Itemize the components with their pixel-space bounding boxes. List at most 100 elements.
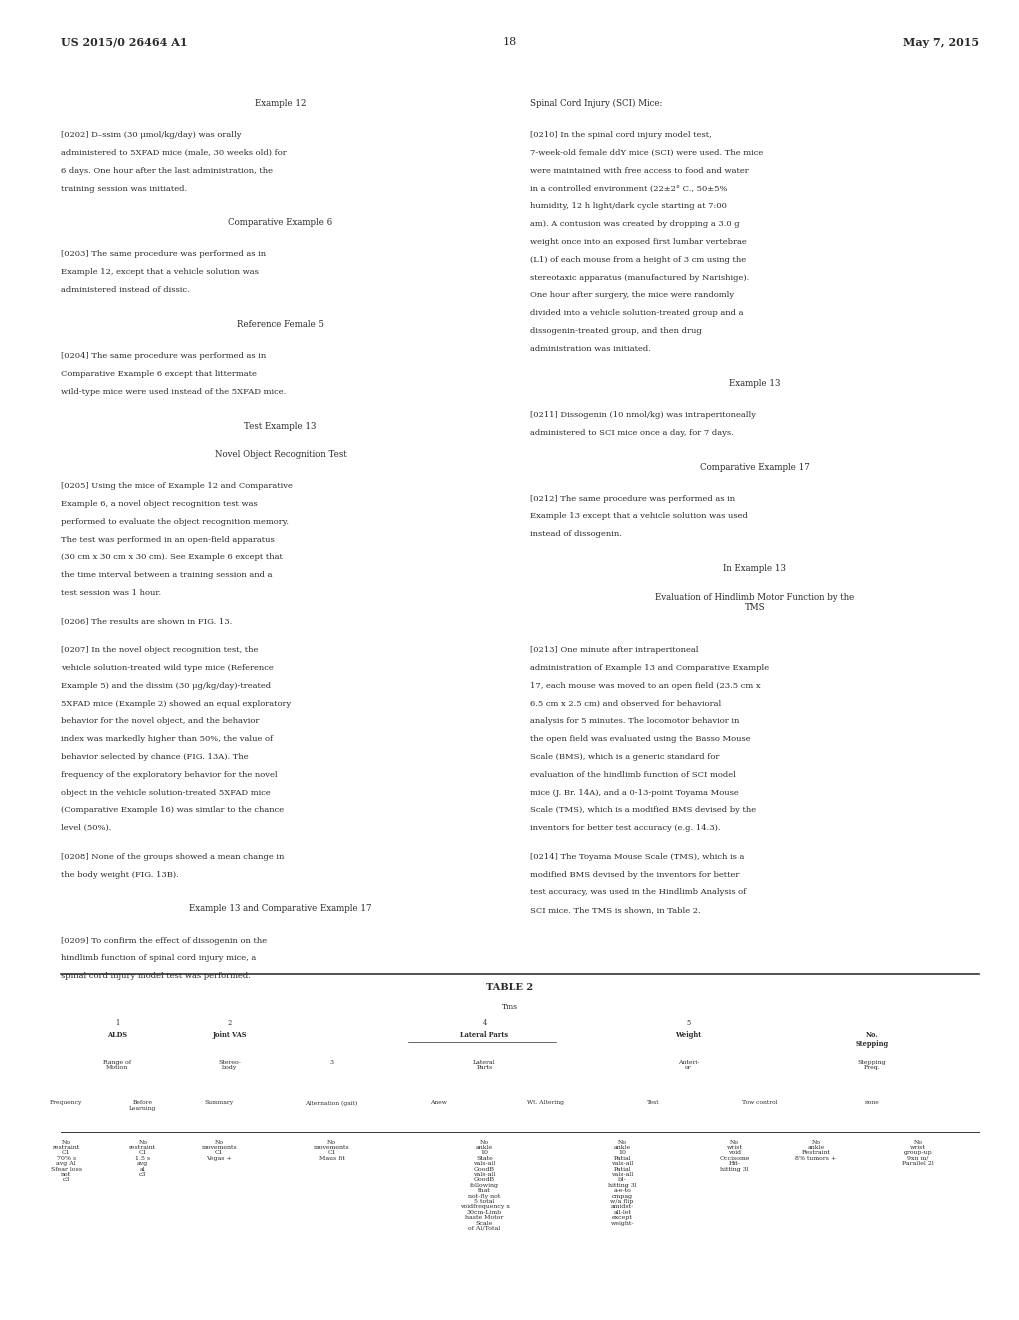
Text: object in the vehicle solution-treated 5XFAD mice: object in the vehicle solution-treated 5… <box>61 788 271 797</box>
Text: evaluation of the hindlimb function of SCI model: evaluation of the hindlimb function of S… <box>530 771 736 779</box>
Text: ALDS: ALDS <box>107 1031 127 1039</box>
Text: Reference Female 5: Reference Female 5 <box>236 319 324 329</box>
Text: [0206] The results are shown in FIG. 13.: [0206] The results are shown in FIG. 13. <box>61 618 232 626</box>
Text: [0214] The Toyama Mouse Scale (TMS), which is a: [0214] The Toyama Mouse Scale (TMS), whi… <box>530 853 744 861</box>
Text: Example 13 except that a vehicle solution was used: Example 13 except that a vehicle solutio… <box>530 512 748 520</box>
Text: Example 5) and the dissim (30 μg/kg/day)-treated: Example 5) and the dissim (30 μg/kg/day)… <box>61 681 271 690</box>
Text: (L1) of each mouse from a height of 3 cm using the: (L1) of each mouse from a height of 3 cm… <box>530 256 746 264</box>
Text: Tms: Tms <box>501 1003 518 1011</box>
Text: No
ankle
10
State
vals-all
GoodB
vals-all
GoodB
following
that
not-fly not
5 tot: No ankle 10 State vals-all GoodB vals-al… <box>460 1139 508 1232</box>
Text: [0205] Using the mice of Example 12 and Comparative: [0205] Using the mice of Example 12 and … <box>61 482 292 490</box>
Text: No
wrist
group-up
9xn m/
Parallel 2l: No wrist group-up 9xn m/ Parallel 2l <box>901 1139 933 1166</box>
Text: wild-type mice were used instead of the 5XFAD mice.: wild-type mice were used instead of the … <box>61 388 286 396</box>
Text: [0203] The same procedure was performed as in: [0203] The same procedure was performed … <box>61 251 266 259</box>
Text: training session was initiated.: training session was initiated. <box>61 185 187 193</box>
Text: Range of
Motion: Range of Motion <box>103 1060 131 1071</box>
Text: frequency of the exploratory behavior for the novel: frequency of the exploratory behavior fo… <box>61 771 277 779</box>
Text: divided into a vehicle solution-treated group and a: divided into a vehicle solution-treated … <box>530 309 743 317</box>
Text: In Example 13: In Example 13 <box>722 564 786 573</box>
Text: TABLE 2: TABLE 2 <box>486 983 533 993</box>
Text: the open field was evaluated using the Basso Mouse: the open field was evaluated using the B… <box>530 735 750 743</box>
Text: 1: 1 <box>115 1019 119 1027</box>
Text: SCI mice. The TMS is shown, in Table 2.: SCI mice. The TMS is shown, in Table 2. <box>530 907 700 915</box>
Text: performed to evaluate the object recognition memory.: performed to evaluate the object recogni… <box>61 517 289 525</box>
Text: modified BMS devised by the inventors for better: modified BMS devised by the inventors fo… <box>530 871 739 879</box>
Text: administered to 5XFAD mice (male, 30 weeks old) for: administered to 5XFAD mice (male, 30 wee… <box>61 149 286 157</box>
Text: Wt. Altering: Wt. Altering <box>527 1101 564 1105</box>
Text: instead of dissogenin.: instead of dissogenin. <box>530 531 622 539</box>
Text: Lateral Parts: Lateral Parts <box>460 1031 508 1039</box>
Text: humidity, 12 h light/dark cycle starting at 7:00: humidity, 12 h light/dark cycle starting… <box>530 202 727 210</box>
Text: inventors for better test accuracy (e.g. 14.3).: inventors for better test accuracy (e.g.… <box>530 824 720 833</box>
Text: test accuracy, was used in the Hindlimb Analysis of: test accuracy, was used in the Hindlimb … <box>530 888 746 896</box>
Text: 7-week-old female ddY mice (SCI) were used. The mice: 7-week-old female ddY mice (SCI) were us… <box>530 149 763 157</box>
Text: Test: Test <box>646 1101 658 1105</box>
Text: dissogenin-treated group, and then drug: dissogenin-treated group, and then drug <box>530 327 701 335</box>
Text: [0213] One minute after intraperitoneal: [0213] One minute after intraperitoneal <box>530 645 698 655</box>
Text: No
restraint
C1
70% s
avg Al
Sfear loss
not
c3: No restraint C1 70% s avg Al Sfear loss … <box>51 1139 82 1183</box>
Text: [0208] None of the groups showed a mean change in: [0208] None of the groups showed a mean … <box>61 853 284 861</box>
Text: administered to SCI mice once a day, for 7 days.: administered to SCI mice once a day, for… <box>530 429 734 437</box>
Text: administration was initiated.: administration was initiated. <box>530 345 651 352</box>
Text: Tow control: Tow control <box>742 1101 776 1105</box>
Text: Comparative Example 6 except that littermate: Comparative Example 6 except that litter… <box>61 370 257 378</box>
Text: 3: 3 <box>329 1060 333 1065</box>
Text: [0207] In the novel object recognition test, the: [0207] In the novel object recognition t… <box>61 645 259 655</box>
Text: behavior selected by chance (FIG. 13A). The: behavior selected by chance (FIG. 13A). … <box>61 752 249 762</box>
Text: [0210] In the spinal cord injury model test,: [0210] In the spinal cord injury model t… <box>530 131 711 139</box>
Text: administered instead of dissic.: administered instead of dissic. <box>61 286 190 294</box>
Text: spinal cord injury model test was performed.: spinal cord injury model test was perfor… <box>61 972 251 981</box>
Text: mice (J. Br. 14A), and a 0-13-point Toyama Mouse: mice (J. Br. 14A), and a 0-13-point Toya… <box>530 788 739 797</box>
Text: No
movements
C1
Vegas +: No movements C1 Vegas + <box>201 1139 237 1160</box>
Text: Test Example 13: Test Example 13 <box>245 421 316 430</box>
Text: Example 12, except that a vehicle solution was: Example 12, except that a vehicle soluti… <box>61 268 259 276</box>
Text: Comparative Example 6: Comparative Example 6 <box>228 218 332 227</box>
Text: stereotaxic apparatus (manufactured by Narishige).: stereotaxic apparatus (manufactured by N… <box>530 273 749 281</box>
Text: [0211] Dissogenin (10 nmol/kg) was intraperitoneally: [0211] Dissogenin (10 nmol/kg) was intra… <box>530 411 756 418</box>
Text: 5: 5 <box>686 1019 690 1027</box>
Text: Stepping
Freq.: Stepping Freq. <box>857 1060 886 1071</box>
Text: 17, each mouse was moved to an open field (23.5 cm x: 17, each mouse was moved to an open fiel… <box>530 681 760 690</box>
Text: Joint VAS: Joint VAS <box>212 1031 247 1039</box>
Text: 6.5 cm x 2.5 cm) and observed for behavioral: 6.5 cm x 2.5 cm) and observed for behavi… <box>530 700 721 708</box>
Text: No
ankle
Restraint
8% tumors +: No ankle Restraint 8% tumors + <box>795 1139 836 1160</box>
Text: [0212] The same procedure was performed as in: [0212] The same procedure was performed … <box>530 495 735 503</box>
Text: Alternation (gait): Alternation (gait) <box>305 1101 358 1106</box>
Text: (30 cm x 30 cm x 30 cm). See Example 6 except that: (30 cm x 30 cm x 30 cm). See Example 6 e… <box>61 553 283 561</box>
Text: am). A contusion was created by dropping a 3.0 g: am). A contusion was created by dropping… <box>530 220 740 228</box>
Text: were maintained with free access to food and water: were maintained with free access to food… <box>530 166 748 174</box>
Text: analysis for 5 minutes. The locomotor behavior in: analysis for 5 minutes. The locomotor be… <box>530 717 739 726</box>
Text: Example 13: Example 13 <box>729 379 780 388</box>
Text: Before
Learning: Before Learning <box>129 1101 156 1111</box>
Text: 18: 18 <box>502 37 517 48</box>
Text: Stereo-
body: Stereo- body <box>218 1060 240 1071</box>
Text: 2: 2 <box>227 1019 231 1027</box>
Text: The test was performed in an open-field apparatus: The test was performed in an open-field … <box>61 536 275 544</box>
Text: (Comparative Example 16) was similar to the chance: (Comparative Example 16) was similar to … <box>61 807 284 814</box>
Text: Evaluation of Hindlimb Motor Function by the
TMS: Evaluation of Hindlimb Motor Function by… <box>654 593 854 612</box>
Text: administration of Example 13 and Comparative Example: administration of Example 13 and Compara… <box>530 664 768 672</box>
Text: Spinal Cord Injury (SCI) Mice:: Spinal Cord Injury (SCI) Mice: <box>530 99 662 108</box>
Text: Frequency: Frequency <box>50 1101 83 1105</box>
Text: Scale (BMS), which is a generic standard for: Scale (BMS), which is a generic standard… <box>530 752 719 762</box>
Text: in a controlled environment (22±2° C., 50±5%: in a controlled environment (22±2° C., 5… <box>530 185 728 193</box>
Text: level (50%).: level (50%). <box>61 824 111 833</box>
Text: Example 12: Example 12 <box>255 99 306 108</box>
Text: No
restraint
C1
1.5 s
avg
al
c3: No restraint C1 1.5 s avg al c3 <box>129 1139 156 1177</box>
Text: [0209] To confirm the effect of dissogenin on the: [0209] To confirm the effect of dissogen… <box>61 936 267 945</box>
Text: Example 13 and Comparative Example 17: Example 13 and Comparative Example 17 <box>190 904 371 913</box>
Text: No
movements
C1
Maus fit: No movements C1 Maus fit <box>313 1139 350 1160</box>
Text: Anteri-
or: Anteri- or <box>677 1060 699 1071</box>
Text: the body weight (FIG. 13B).: the body weight (FIG. 13B). <box>61 871 178 879</box>
Text: weight once into an exposed first lumbar vertebrae: weight once into an exposed first lumbar… <box>530 238 747 246</box>
Text: Scale (TMS), which is a modified BMS devised by the: Scale (TMS), which is a modified BMS dev… <box>530 807 756 814</box>
Text: Weight: Weight <box>675 1031 701 1039</box>
Text: Novel Object Recognition Test: Novel Object Recognition Test <box>214 450 346 459</box>
Text: No
ankle
10
Patial
vals-all
Patial
vals-all
bI-
hitting 3l
a-e-to
cmpag
w/a flip: No ankle 10 Patial vals-all Patial vals-… <box>607 1139 636 1225</box>
Text: vehicle solution-treated wild type mice (Reference: vehicle solution-treated wild type mice … <box>61 664 274 672</box>
Text: US 2015/0 26464 A1: US 2015/0 26464 A1 <box>61 37 187 48</box>
Text: 6 days. One hour after the last administration, the: 6 days. One hour after the last administ… <box>61 166 273 174</box>
Text: May 7, 2015: May 7, 2015 <box>902 37 978 48</box>
Text: No.
Stepping: No. Stepping <box>855 1031 888 1048</box>
Text: the time interval between a training session and a: the time interval between a training ses… <box>61 572 272 579</box>
